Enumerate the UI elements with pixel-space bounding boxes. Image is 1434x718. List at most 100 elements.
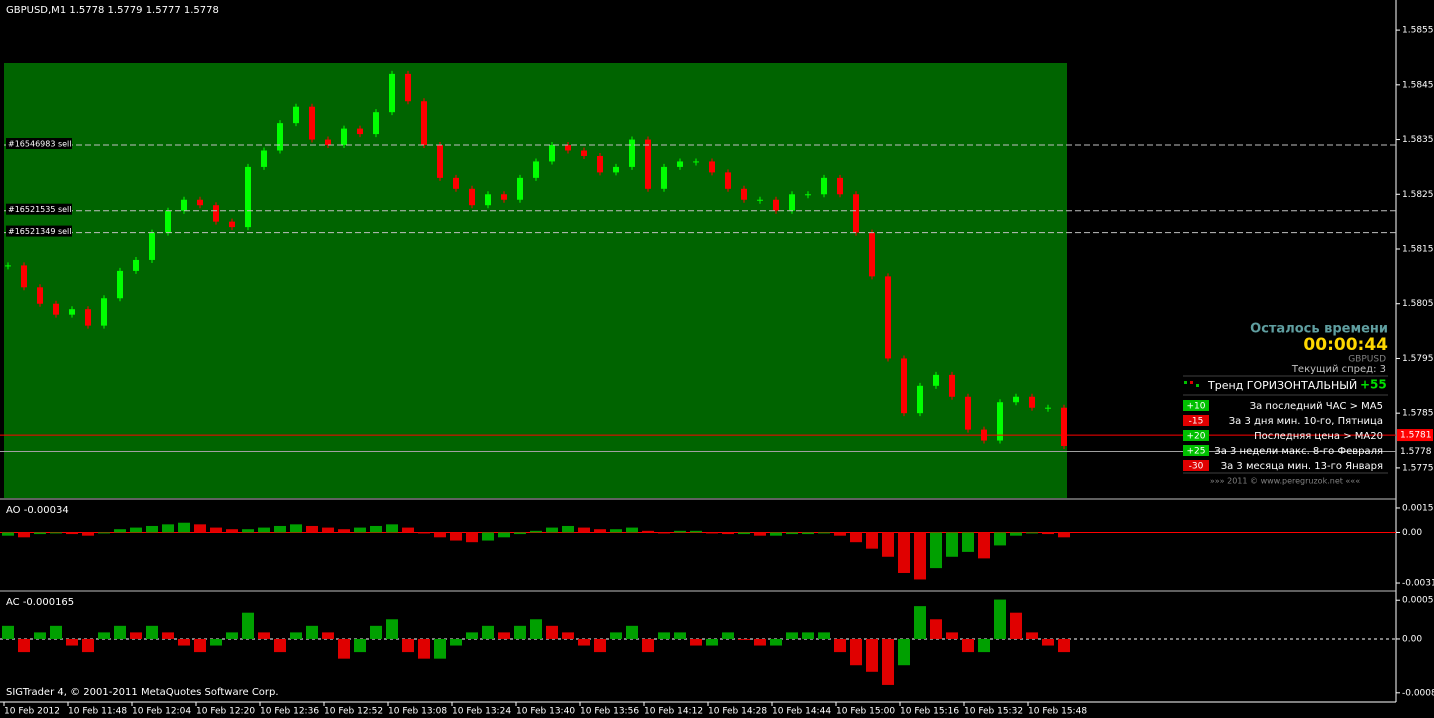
histogram-bar <box>226 529 238 533</box>
histogram-bar <box>898 532 910 573</box>
x-tick-label: 10 Feb 12:04 <box>132 707 191 717</box>
histogram-bar <box>514 625 526 639</box>
histogram-bar <box>162 524 174 533</box>
histogram-bar <box>642 638 654 653</box>
histogram-bar <box>754 638 766 646</box>
histogram-bar <box>498 532 510 538</box>
histogram-bar <box>722 632 734 639</box>
histogram-bar <box>562 525 574 533</box>
candle <box>341 128 347 146</box>
histogram-bar <box>402 527 414 533</box>
histogram-bar <box>274 525 286 533</box>
histogram-bar <box>994 532 1006 546</box>
histogram-bar <box>930 619 942 639</box>
histogram-bar <box>1042 532 1054 535</box>
trend-icon <box>1190 381 1193 384</box>
order-label: #16546983 sell <box>8 140 72 149</box>
histogram-bar <box>162 632 174 639</box>
histogram-bar <box>434 532 446 538</box>
histogram-bar <box>722 532 734 535</box>
histogram-bar <box>514 532 526 535</box>
candle <box>533 161 539 178</box>
histogram-bar <box>338 529 350 533</box>
timer-title: Осталось времени <box>1250 322 1388 337</box>
candle <box>85 309 91 326</box>
candle <box>245 166 251 228</box>
x-tick-label: 10 Feb 15:16 <box>900 707 959 717</box>
candle <box>693 161 699 163</box>
candle <box>453 177 459 189</box>
histogram-bar <box>594 529 606 533</box>
score-badge <box>1183 415 1209 426</box>
histogram-bar <box>18 532 30 538</box>
candle <box>437 145 443 178</box>
candle <box>1061 407 1067 447</box>
histogram-bar <box>482 625 494 639</box>
candle <box>821 177 827 195</box>
candle <box>485 194 491 206</box>
x-tick-label: 10 Feb 15:48 <box>1028 707 1087 717</box>
candle <box>901 358 907 414</box>
histogram-bar <box>754 532 766 536</box>
histogram-bar <box>98 532 110 534</box>
histogram-bar <box>610 529 622 533</box>
spread: Текущий спред: 3 <box>1291 364 1386 375</box>
candle <box>277 123 283 151</box>
histogram-bar <box>50 625 62 639</box>
x-tick-label: 10 Feb 13:40 <box>516 707 575 717</box>
histogram-bar <box>786 632 798 639</box>
candle <box>933 374 939 386</box>
histogram-bar <box>498 632 510 639</box>
histogram-bar <box>354 638 366 653</box>
candle <box>1013 396 1019 403</box>
histogram-bar <box>642 530 654 533</box>
histogram-bar <box>194 638 206 653</box>
score-badge <box>1183 445 1209 456</box>
histogram-bar <box>658 632 670 639</box>
indicator-title: AC -0.000165 <box>6 597 74 608</box>
trend: Тренд ГОРИЗОНТАЛЬНЫЙ <box>1207 379 1357 392</box>
histogram-bar <box>562 632 574 639</box>
y-tick-label: 1.5785 <box>1402 409 1434 419</box>
histogram-bar <box>578 527 590 533</box>
histogram-bar <box>306 525 318 533</box>
candle <box>597 155 603 173</box>
score: +25 <box>1187 447 1206 457</box>
y-tick-label: 1.5805 <box>1402 299 1434 309</box>
histogram-bar <box>850 638 862 666</box>
candle <box>325 139 331 146</box>
histogram-bar <box>66 638 78 646</box>
histogram-bar <box>178 638 190 646</box>
x-tick-label: 10 Feb 14:28 <box>708 707 767 717</box>
candle <box>53 303 59 315</box>
histogram-bar <box>594 638 606 653</box>
histogram-bar <box>450 532 462 541</box>
candle <box>629 139 635 167</box>
price-label: 1.5781 <box>1400 431 1432 441</box>
histogram-bar <box>1058 532 1070 538</box>
histogram-bar <box>82 638 94 653</box>
score: -15 <box>1189 417 1204 427</box>
timer: 00:00:44 <box>1303 335 1388 355</box>
candle <box>213 205 219 222</box>
candle <box>165 210 171 233</box>
order-label: #16521535 sell <box>8 205 72 214</box>
histogram-bar <box>130 527 142 533</box>
histogram-bar <box>354 527 366 533</box>
candle <box>469 188 475 206</box>
histogram-bar <box>978 638 990 653</box>
y-tick-label: 1.5855 <box>1402 26 1434 36</box>
histogram-bar <box>194 524 206 533</box>
histogram-bar <box>690 530 702 533</box>
histogram-bar <box>834 532 846 536</box>
row-text: За 3 месяца мин. 13-го Января <box>1221 461 1383 472</box>
info-panel: Осталось времени 00:00:44 GBPUSD Текущий… <box>1183 322 1388 486</box>
candle <box>725 172 731 189</box>
candle <box>37 287 43 304</box>
histogram-bar <box>98 632 110 639</box>
histogram-bar <box>626 625 638 639</box>
candle <box>805 194 811 196</box>
histogram-bar <box>386 524 398 533</box>
x-tick-label: 10 Feb 12:36 <box>260 707 319 717</box>
